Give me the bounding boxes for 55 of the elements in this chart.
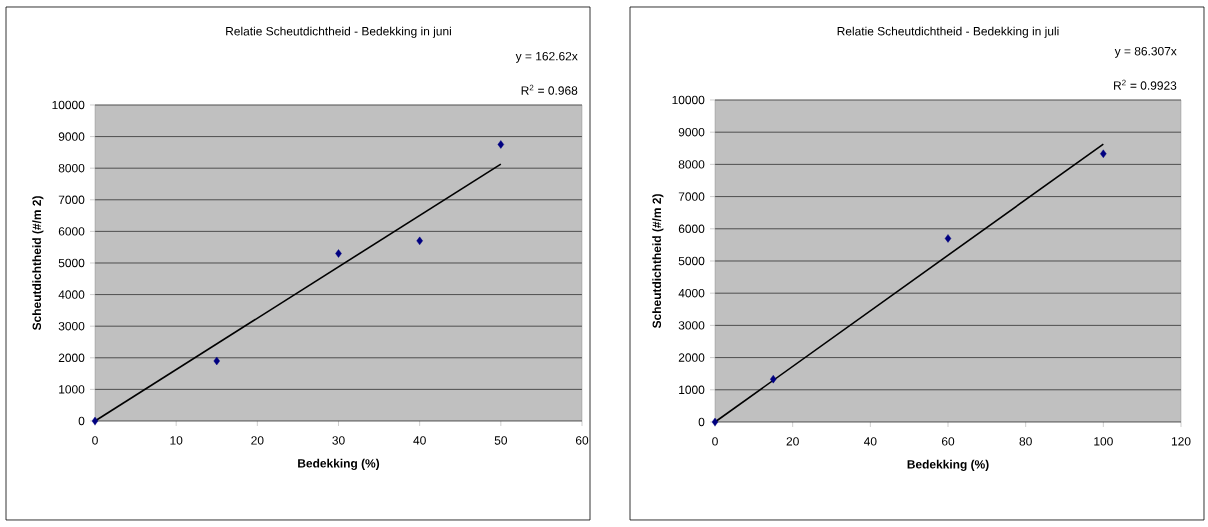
text: R$^{2}$ = 0.968 bbox=[521, 84, 578, 95]
y-tick-label: 7000 bbox=[678, 192, 705, 201]
point bbox=[91, 416, 99, 426]
y-tick-label: 1000 bbox=[679, 385, 705, 395]
y-tick-label: 7000 bbox=[58, 195, 85, 205]
x-tick-label: 30 bbox=[332, 436, 345, 445]
x-axis-title: Bedekking (%) bbox=[907, 459, 989, 471]
x-tick-label: 0 bbox=[712, 437, 718, 446]
y-tick-label: 2000 bbox=[58, 353, 85, 363]
y-tick-label: 8000 bbox=[678, 160, 705, 169]
text: y = 162.62x bbox=[515, 51, 578, 63]
y-tick-label: 9000 bbox=[678, 127, 705, 137]
y-tick-label: 5000 bbox=[58, 258, 85, 268]
x-tick-label: 120 bbox=[1171, 437, 1191, 446]
point bbox=[770, 374, 777, 384]
chart-title: Relatie Scheutdichtheid - Bedekking in juni bbox=[226, 26, 451, 38]
x-tick-label: 60 bbox=[575, 436, 589, 445]
y-tick-label: 4000 bbox=[58, 290, 85, 299]
y-tick-label: 8000 bbox=[58, 163, 85, 173]
x-tick-label: 60 bbox=[941, 437, 955, 446]
x-tick-label: 10 bbox=[170, 436, 183, 445]
x-tick-label: 20 bbox=[786, 437, 799, 446]
y-tick-label: 6000 bbox=[58, 227, 85, 236]
x-tick-label: 80 bbox=[1019, 437, 1032, 446]
point bbox=[497, 140, 505, 149]
x-tick-label: 40 bbox=[863, 437, 877, 446]
text: y = 86.307x bbox=[1114, 46, 1177, 58]
y-tick-label: 0 bbox=[698, 417, 705, 427]
x-axis-title: Bedekking (%) bbox=[298, 458, 380, 470]
point bbox=[335, 249, 342, 258]
y-tick-label: 3000 bbox=[58, 321, 85, 331]
y-tick-label: 9000 bbox=[58, 132, 85, 141]
x-tick-label: 40 bbox=[413, 436, 426, 445]
y-tick-label: 0 bbox=[78, 416, 85, 426]
point bbox=[711, 417, 719, 427]
y-tick-label: 6000 bbox=[678, 224, 705, 234]
chart-title: Relatie Scheutdichtheid - Bedekking in juli bbox=[837, 26, 1059, 38]
x-tick-label: 20 bbox=[251, 436, 264, 445]
y-tick-label: 5000 bbox=[678, 256, 705, 266]
y-tick-label: 1000 bbox=[59, 385, 85, 394]
y-tick-label: 10000 bbox=[52, 100, 85, 110]
y-axis-title: Scheutdichtheid (#/m 2) bbox=[32, 196, 44, 331]
y-tick-label: 2000 bbox=[678, 353, 705, 362]
x-tick-label: 0 bbox=[92, 436, 98, 445]
y-tick-label: 4000 bbox=[678, 288, 705, 298]
y-axis-title: Scheutdichtheid (#/m 2) bbox=[652, 194, 664, 329]
x-tick-label: 100 bbox=[1094, 437, 1113, 446]
y-tick-label: 3000 bbox=[678, 321, 705, 330]
point bbox=[416, 236, 423, 246]
text: R$^{2}$ = 0.9923 bbox=[1114, 79, 1177, 90]
point bbox=[213, 356, 220, 366]
y-tick-label: 10000 bbox=[672, 95, 705, 105]
point bbox=[944, 234, 952, 243]
x-tick-label: 50 bbox=[494, 436, 508, 445]
point bbox=[1100, 149, 1107, 158]
